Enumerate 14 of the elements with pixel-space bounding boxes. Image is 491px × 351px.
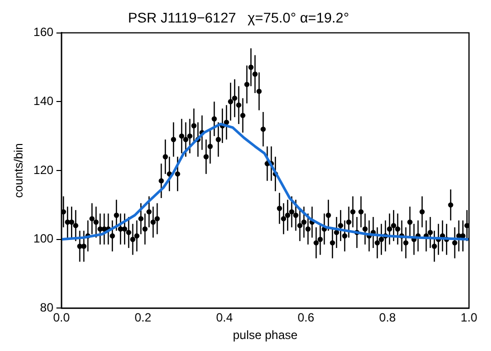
- chart-title: PSR J1119−6127 χ=75.0° α=19.2°: [128, 9, 350, 26]
- x-tick-label: 0.8: [379, 310, 396, 325]
- y-tick-label: 120: [33, 162, 54, 177]
- y-tick-label: 140: [33, 94, 54, 108]
- x-tick-label: 0.6: [298, 310, 315, 325]
- x-tick-label: 1.0: [460, 310, 478, 325]
- x-tick-label: 0.4: [216, 310, 234, 325]
- x-tick-label: 0.0: [53, 310, 70, 325]
- y-tick-label: 100: [33, 232, 54, 246]
- y-axis-title: counts/bin: [12, 143, 26, 198]
- x-tick-label: 0.2: [134, 310, 152, 325]
- y-tick-label: 80: [40, 300, 54, 315]
- x-axis-title: pulse phase: [232, 328, 298, 342]
- y-tick-label: 160: [33, 25, 54, 40]
